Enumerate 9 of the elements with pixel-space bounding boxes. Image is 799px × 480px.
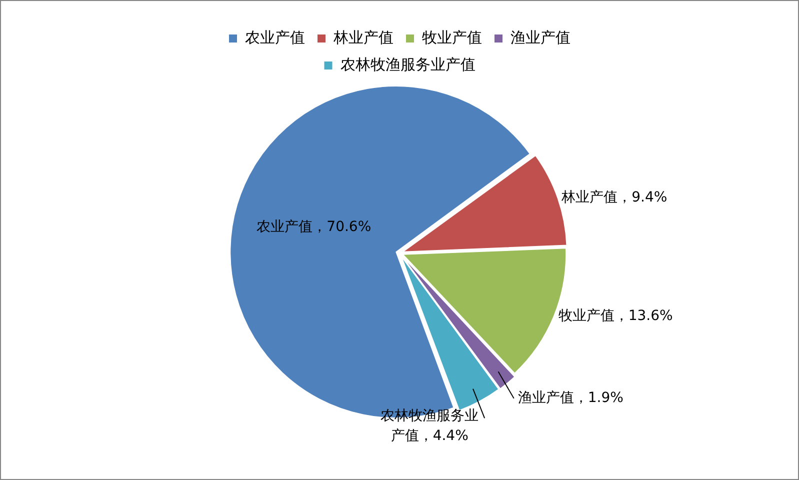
data-label: 渔业产值，1.9% [518,390,624,406]
legend-label: 农林牧渔服务业产值 [340,55,476,74]
legend-label: 农业产值 [245,28,305,46]
legend-label: 林业产值 [332,28,394,46]
data-label: 林业产值，9.4% [560,190,668,206]
data-label: 农业产值，70.6% [256,218,372,235]
data-label: 牧业产值，13.6% [558,308,673,324]
legend-label: 渔业产值 [510,28,570,46]
legend-label: 牧业产值 [422,28,482,46]
